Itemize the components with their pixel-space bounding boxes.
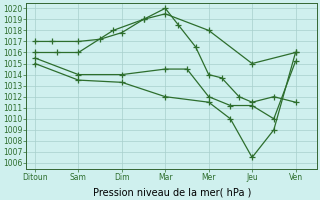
X-axis label: Pression niveau de la mer( hPa ): Pression niveau de la mer( hPa ) bbox=[92, 187, 251, 197]
